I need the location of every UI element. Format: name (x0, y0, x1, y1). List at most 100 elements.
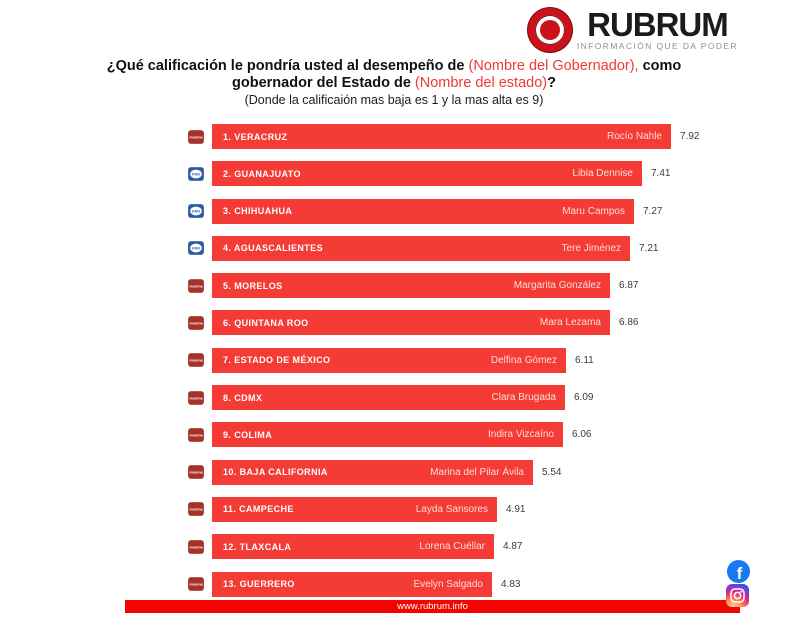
bar-governor-label: Delfina Gómez (490, 354, 557, 366)
bar-state-label: 12. TLAXCALA (223, 541, 292, 552)
morena-party-icon: morena (188, 353, 204, 368)
bar-value-label: 7.92 (680, 131, 700, 142)
party-icon: morena PAN (188, 316, 204, 330)
chart-row: morena PAN 10. BAJA CALIFORNIA Marina de… (188, 459, 768, 485)
party-icon: morena PAN (188, 577, 204, 591)
rating-bar: 11. CAMPECHE Layda Sansores (212, 496, 497, 522)
bar-state-label: 10. BAJA CALIFORNIA (223, 467, 328, 478)
rating-bar: 6. QUINTANA ROO Mara Lezama (212, 310, 610, 336)
morena-party-icon: morena (188, 316, 204, 330)
svg-text:morena: morena (190, 135, 204, 139)
facebook-icon[interactable]: f (727, 560, 750, 583)
bar-value-label: 6.86 (619, 317, 639, 329)
bar-state-label: 5. MORELOS (223, 280, 283, 291)
bar-state-label: 4. AGUASCALIENTES (223, 243, 323, 254)
question-text: ¿Qué calificación le pondría usted al de… (106, 58, 469, 74)
website-link[interactable]: www.rubrum.info (397, 601, 468, 612)
party-icon: morena PAN (188, 465, 204, 479)
scale-note: (Donde la calificaión mas baja es 1 y la… (244, 93, 544, 107)
chart-row: morena PAN 8. CDMX Clara Brugada 6.09 (188, 385, 768, 411)
bar-governor-label: Layda Sansores (415, 503, 488, 515)
morena-party-icon: morena (188, 502, 204, 517)
svg-text:morena: morena (190, 508, 204, 512)
bar-value-label: 6.06 (572, 429, 592, 441)
bar-state-label: 7. ESTADO DE MÉXICO (223, 355, 331, 366)
bar-state-label: 9. COLIMA (223, 429, 273, 440)
chart-row: morena PAN 12. TLAXCALA Lorena Cuéllar 4… (188, 534, 768, 560)
chart-row: morena PAN 3. CHIHUAHUA Maru Campos 7.27 (188, 198, 768, 224)
rating-bar: 4. AGUASCALIENTES Tere Jiménez (212, 235, 630, 261)
morena-party-icon: morena (188, 539, 204, 554)
bar-governor-label: Rocío Nahle (606, 131, 662, 142)
rating-bar: 5. MORELOS Margarita González (212, 273, 610, 299)
bar-governor-label: Indira Vizcaíno (488, 429, 554, 441)
bar-governor-label: Maru Campos (562, 205, 625, 217)
party-icon: morena PAN (188, 502, 204, 517)
brand-tagline: INFORMACIÓN QUE DA PODER (576, 40, 738, 51)
bar-value-label: 6.09 (574, 392, 594, 404)
svg-text:PAN: PAN (192, 209, 200, 213)
svg-text:morena: morena (190, 471, 204, 475)
footer-bar: www.rubrum.info (125, 600, 740, 613)
state-placeholder: (Nombre del estado) (414, 74, 548, 91)
chart-row: morena PAN 6. QUINTANA ROO Mara Lezama 6… (188, 310, 768, 336)
party-icon: morena PAN (188, 539, 204, 554)
title-block: ¿Qué calificación le pondría usted al de… (0, 58, 788, 108)
bar-value-label: 4.87 (503, 541, 523, 553)
bar-state-label: 1. VERACRUZ (223, 131, 288, 142)
bar-state-label: 8. CDMX (223, 392, 263, 403)
pan-party-icon: PAN (188, 241, 204, 256)
rating-bar: 13. GUERRERO Evelyn Salgado (212, 571, 492, 597)
party-icon: morena PAN (188, 129, 204, 144)
bar-governor-label: Margarita González (513, 280, 601, 292)
bar-governor-label: Mara Lezama (539, 317, 601, 329)
chart-row: morena PAN 13. GUERRERO Evelyn Salgado 4… (188, 571, 768, 597)
chart-row: morena PAN 4. AGUASCALIENTES Tere Jiméne… (188, 235, 768, 261)
svg-text:morena: morena (190, 284, 204, 288)
svg-text:morena: morena (190, 433, 204, 437)
rating-bar: 7. ESTADO DE MÉXICO Delfina Gómez (212, 347, 566, 373)
svg-text:morena: morena (190, 396, 204, 400)
chart-row: morena PAN 1. VERACRUZ Rocío Nahle 7.92 (188, 124, 768, 149)
party-icon: morena PAN (188, 241, 204, 256)
party-icon: morena PAN (188, 166, 204, 181)
bar-state-label: 3. CHIHUAHUA (223, 206, 293, 217)
bar-state-label: 6. QUINTANA ROO (223, 317, 309, 328)
bar-value-label: 6.11 (575, 354, 594, 366)
bar-governor-label: Evelyn Salgado (413, 578, 484, 590)
survey-question: ¿Qué calificación le pondría usted al de… (107, 58, 682, 91)
party-icon: morena PAN (188, 353, 204, 368)
chart-row: morena PAN 5. MORELOS Margarita González… (188, 273, 768, 299)
svg-text:morena: morena (190, 583, 204, 587)
rating-bar: 9. COLIMA Indira Vizcaíno (212, 422, 563, 448)
svg-text:morena: morena (190, 322, 204, 326)
svg-text:morena: morena (190, 545, 204, 549)
rubrum-logo: RUBRUM INFORMACIÓN QUE DA PODER (527, 8, 738, 52)
pan-party-icon: PAN (188, 204, 204, 218)
rating-bar: 10. BAJA CALIFORNIA Marina del Pilar Ávi… (212, 459, 533, 485)
bar-state-label: 11. CAMPECHE (223, 504, 294, 515)
bar-governor-label: Libia Dennise (572, 168, 633, 180)
instagram-icon[interactable] (726, 584, 749, 607)
svg-text:morena: morena (190, 359, 204, 363)
question-text: como gobernador del Estado de (232, 58, 682, 91)
morena-party-icon: morena (188, 278, 204, 293)
governor-rating-chart: morena PAN 1. VERACRUZ Rocío Nahle 7.92 … (188, 124, 768, 597)
chart-row: morena PAN 9. COLIMA Indira Vizcaíno 6.0… (188, 422, 768, 448)
morena-party-icon: morena (188, 428, 204, 442)
governor-placeholder: (Nombre del Gobernador), (468, 58, 639, 74)
party-icon: morena PAN (188, 390, 204, 405)
chart-row: morena PAN 11. CAMPECHE Layda Sansores 4… (188, 496, 768, 522)
bar-governor-label: Clara Brugada (491, 392, 556, 404)
party-icon: morena PAN (188, 204, 204, 218)
morena-party-icon: morena (188, 390, 204, 405)
rating-bar: 2. GUANAJUATO Libia Dennise (212, 161, 642, 187)
bar-value-label: 7.27 (643, 205, 663, 217)
bar-governor-label: Marina del Pilar Ávila (430, 466, 524, 478)
rating-bar: 8. CDMX Clara Brugada (212, 385, 565, 411)
bar-value-label: 5.54 (542, 466, 562, 478)
bar-governor-label: Tere Jiménez (561, 242, 621, 254)
svg-text:PAN: PAN (192, 247, 200, 251)
chart-row: morena PAN 7. ESTADO DE MÉXICO Delfina G… (188, 347, 768, 373)
